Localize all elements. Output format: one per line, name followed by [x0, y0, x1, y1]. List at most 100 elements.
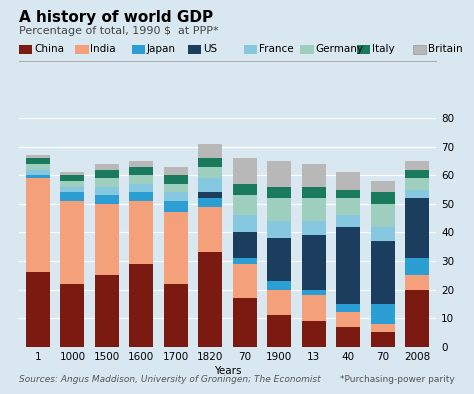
Bar [267, 161, 292, 187]
Bar [129, 175, 154, 184]
Text: A history of world GDP: A history of world GDP [19, 10, 213, 25]
Bar [26, 178, 50, 273]
Text: *Purchasing-power parity: *Purchasing-power parity [340, 375, 455, 384]
Bar [267, 281, 292, 290]
Bar [95, 204, 119, 275]
Bar [164, 212, 188, 284]
Bar [371, 181, 395, 193]
Bar [267, 187, 292, 198]
Bar [301, 198, 326, 221]
Bar [371, 304, 395, 324]
Text: Percentage of total, 1990 $  at PPP*: Percentage of total, 1990 $ at PPP* [19, 26, 219, 35]
Bar [129, 264, 154, 347]
Bar [26, 170, 50, 175]
Bar [267, 290, 292, 315]
Bar [336, 216, 360, 227]
Bar [164, 167, 188, 175]
Bar [301, 290, 326, 296]
Bar [95, 164, 119, 170]
Bar [405, 190, 429, 198]
Bar [371, 227, 395, 241]
Text: China: China [34, 44, 64, 54]
Bar [198, 193, 222, 198]
Bar [267, 315, 292, 347]
Bar [336, 304, 360, 312]
Bar [164, 201, 188, 212]
Bar [233, 298, 257, 347]
Text: Sources: Angus Maddison, University of Groningen; The Economist: Sources: Angus Maddison, University of G… [19, 375, 320, 384]
Bar [129, 161, 154, 167]
Bar [233, 216, 257, 232]
Bar [405, 275, 429, 290]
Bar [129, 184, 154, 193]
Bar [164, 284, 188, 347]
Bar [301, 321, 326, 347]
Bar [198, 167, 222, 178]
Bar [129, 201, 154, 264]
Bar [405, 198, 429, 258]
Bar [60, 187, 84, 193]
Bar [26, 273, 50, 347]
Bar [267, 238, 292, 281]
Bar [233, 232, 257, 258]
Bar [371, 204, 395, 227]
Bar [371, 324, 395, 333]
Bar [198, 198, 222, 207]
Bar [405, 258, 429, 275]
Text: Germany: Germany [316, 44, 364, 54]
Text: Japan: Japan [147, 44, 176, 54]
Bar [26, 164, 50, 170]
Bar [405, 178, 429, 190]
Bar [60, 175, 84, 181]
Bar [95, 170, 119, 178]
Bar [26, 158, 50, 164]
Bar [198, 144, 222, 158]
Bar [336, 198, 360, 216]
Bar [198, 207, 222, 253]
Text: France: France [259, 44, 294, 54]
Bar [129, 193, 154, 201]
Bar [301, 187, 326, 198]
Bar [164, 175, 188, 184]
Bar [405, 161, 429, 170]
Bar [336, 227, 360, 304]
Bar [405, 170, 429, 178]
Bar [60, 181, 84, 187]
Bar [95, 195, 119, 204]
Bar [301, 221, 326, 235]
Text: Italy: Italy [372, 44, 394, 54]
Bar [336, 312, 360, 327]
Bar [301, 296, 326, 321]
Bar [336, 327, 360, 347]
Text: India: India [91, 44, 116, 54]
Bar [233, 258, 257, 264]
Bar [301, 164, 326, 187]
Bar [60, 284, 84, 347]
Text: US: US [203, 44, 217, 54]
Bar [95, 275, 119, 347]
Bar [26, 155, 50, 158]
Bar [371, 241, 395, 304]
Bar [95, 187, 119, 195]
Bar [233, 184, 257, 195]
Bar [164, 184, 188, 193]
Bar [233, 195, 257, 216]
X-axis label: Years: Years [214, 366, 241, 376]
Bar [60, 173, 84, 175]
Bar [405, 290, 429, 347]
Bar [301, 235, 326, 290]
Bar [233, 264, 257, 298]
Bar [95, 178, 119, 187]
Bar [26, 175, 50, 178]
Bar [267, 198, 292, 221]
Bar [198, 178, 222, 193]
Bar [60, 193, 84, 201]
Text: Britain: Britain [428, 44, 463, 54]
Bar [336, 190, 360, 198]
Bar [336, 173, 360, 190]
Bar [371, 193, 395, 204]
Bar [198, 158, 222, 167]
Bar [129, 167, 154, 175]
Bar [233, 158, 257, 184]
Bar [267, 221, 292, 238]
